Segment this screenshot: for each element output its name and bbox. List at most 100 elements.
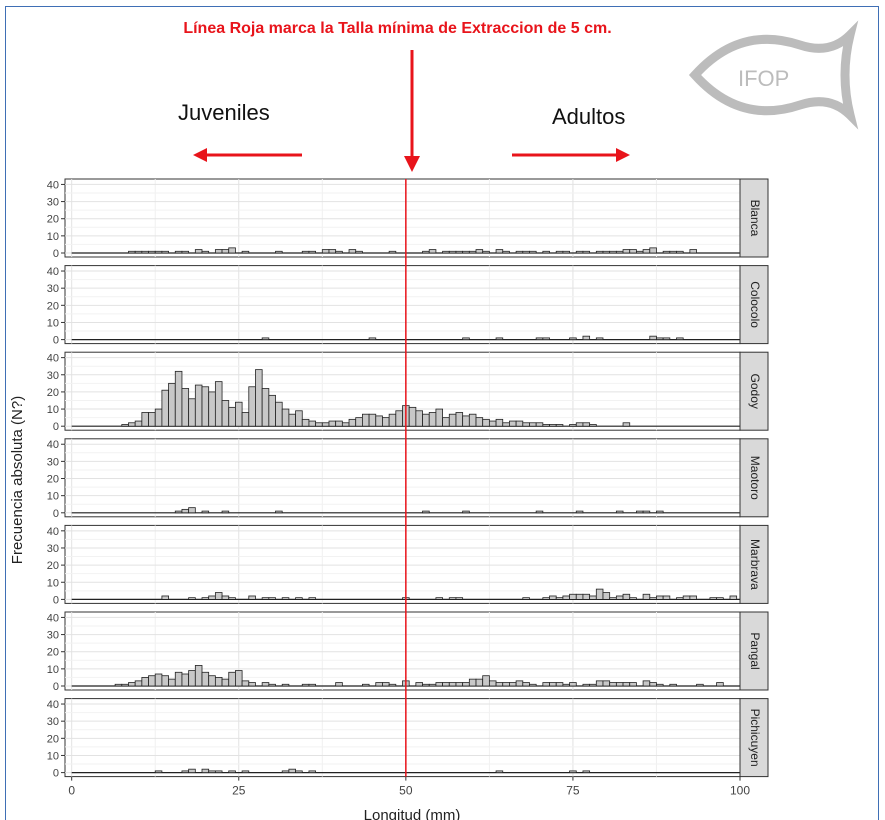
histogram-bar (602, 592, 611, 600)
histogram-bar (201, 250, 210, 254)
histogram-bar (549, 424, 557, 427)
histogram-bar (288, 768, 296, 774)
histogram-bar (448, 682, 457, 687)
histogram-bar (488, 680, 497, 687)
histogram-bar (248, 682, 256, 687)
y-tick-label: 10 (47, 664, 59, 676)
histogram-bar (636, 250, 644, 254)
histogram-bar (575, 250, 584, 254)
histogram-bar (582, 250, 591, 254)
histogram-bar (462, 250, 470, 254)
panel-background (64, 698, 741, 778)
histogram-bar (442, 682, 450, 687)
histogram-bar (121, 683, 129, 687)
histogram-bar (455, 682, 464, 687)
histogram-bar (235, 401, 243, 427)
histogram-bar (301, 418, 310, 427)
histogram-bar (515, 250, 524, 254)
x-tick-label: 75 (566, 784, 580, 798)
y-tick-label: 30 (47, 370, 59, 382)
histogram-bar (495, 337, 504, 340)
histogram-bar (435, 408, 443, 427)
histogram-bar (582, 770, 591, 774)
histogram-bar (569, 424, 577, 427)
histogram-bar (221, 510, 230, 514)
histogram-bar (462, 337, 470, 340)
ifop-logo: IFOP (688, 20, 859, 130)
facet-strip (739, 265, 769, 345)
histogram-bar (575, 510, 584, 514)
histogram-bar (261, 388, 270, 427)
histogram-bar (502, 250, 510, 254)
histogram-bar (442, 250, 450, 254)
histogram-bar (301, 683, 310, 687)
histogram-bar (375, 415, 383, 427)
histogram-bar (308, 420, 317, 427)
histogram-bar (375, 682, 383, 687)
histogram-bar (676, 597, 684, 600)
facet-strip (739, 611, 769, 691)
histogram-bar (689, 595, 697, 600)
histogram-bar (468, 250, 477, 254)
histogram-bar (549, 595, 557, 600)
histogram-bar (148, 250, 156, 254)
histogram-bar (201, 597, 210, 600)
histogram-bar (288, 413, 296, 427)
histogram-bar (582, 335, 591, 340)
histogram-bar (161, 675, 169, 687)
histogram-bar (689, 249, 697, 254)
y-tick-label: 0 (53, 335, 59, 347)
histogram-bar (562, 595, 570, 600)
histogram-bar (609, 682, 617, 687)
histogram-bar (228, 597, 236, 600)
histogram-bar (515, 420, 524, 427)
histogram-bar (268, 394, 276, 427)
facet-strip (739, 438, 769, 518)
histogram-bar (716, 682, 724, 687)
histogram-bar (154, 770, 163, 774)
facet-strip (739, 698, 769, 778)
facet-panel-godoy: 0 10 20 30 40 Godoy (47, 351, 769, 433)
histogram-bar (214, 677, 223, 687)
histogram-bar (295, 410, 303, 427)
histogram-bar (669, 683, 677, 687)
histogram-bar (201, 386, 210, 427)
histogram-bar (515, 680, 524, 687)
histogram-bar (221, 400, 230, 427)
histogram-bar (201, 671, 210, 687)
histogram-bar (462, 682, 470, 687)
x-tick-label: 25 (232, 784, 246, 798)
histogram-bar (582, 422, 591, 427)
histogram-bar (235, 670, 243, 687)
y-tick-label: 10 (47, 577, 59, 589)
histogram-bar (255, 369, 263, 427)
histogram-bar (422, 683, 430, 687)
y-tick-label: 40 (47, 266, 59, 278)
histogram-bar (368, 337, 377, 340)
histogram-bar (569, 770, 577, 774)
histogram-bar (321, 422, 330, 427)
histogram-bar (448, 413, 457, 427)
histogram-bar (428, 249, 437, 254)
histogram-bar (589, 424, 597, 427)
histogram-bar (649, 682, 657, 687)
histogram-bar (595, 337, 604, 340)
histogram-bar (475, 678, 484, 687)
histogram-bar (281, 683, 290, 687)
x-tick-label: 0 (68, 784, 75, 798)
histogram-bar (174, 671, 183, 687)
histogram-bar (308, 597, 317, 600)
histogram-bar (201, 768, 210, 774)
histogram-bar (636, 510, 644, 514)
histogram-bar (535, 510, 544, 514)
histogram-bar (656, 337, 664, 340)
histogram-bar (682, 595, 691, 600)
headline-text: Línea Roja marca la Talla mínima de Extr… (183, 20, 612, 37)
histogram-bar (428, 412, 437, 427)
histogram-bar (475, 249, 484, 254)
facet-panel-marbrava: 0 10 20 30 40 Marbrava (47, 524, 769, 606)
histogram-bar (729, 595, 738, 600)
facet-panel-colocolo: 0 10 20 30 40 Colocolo (47, 265, 769, 347)
histogram-bar (435, 682, 443, 687)
